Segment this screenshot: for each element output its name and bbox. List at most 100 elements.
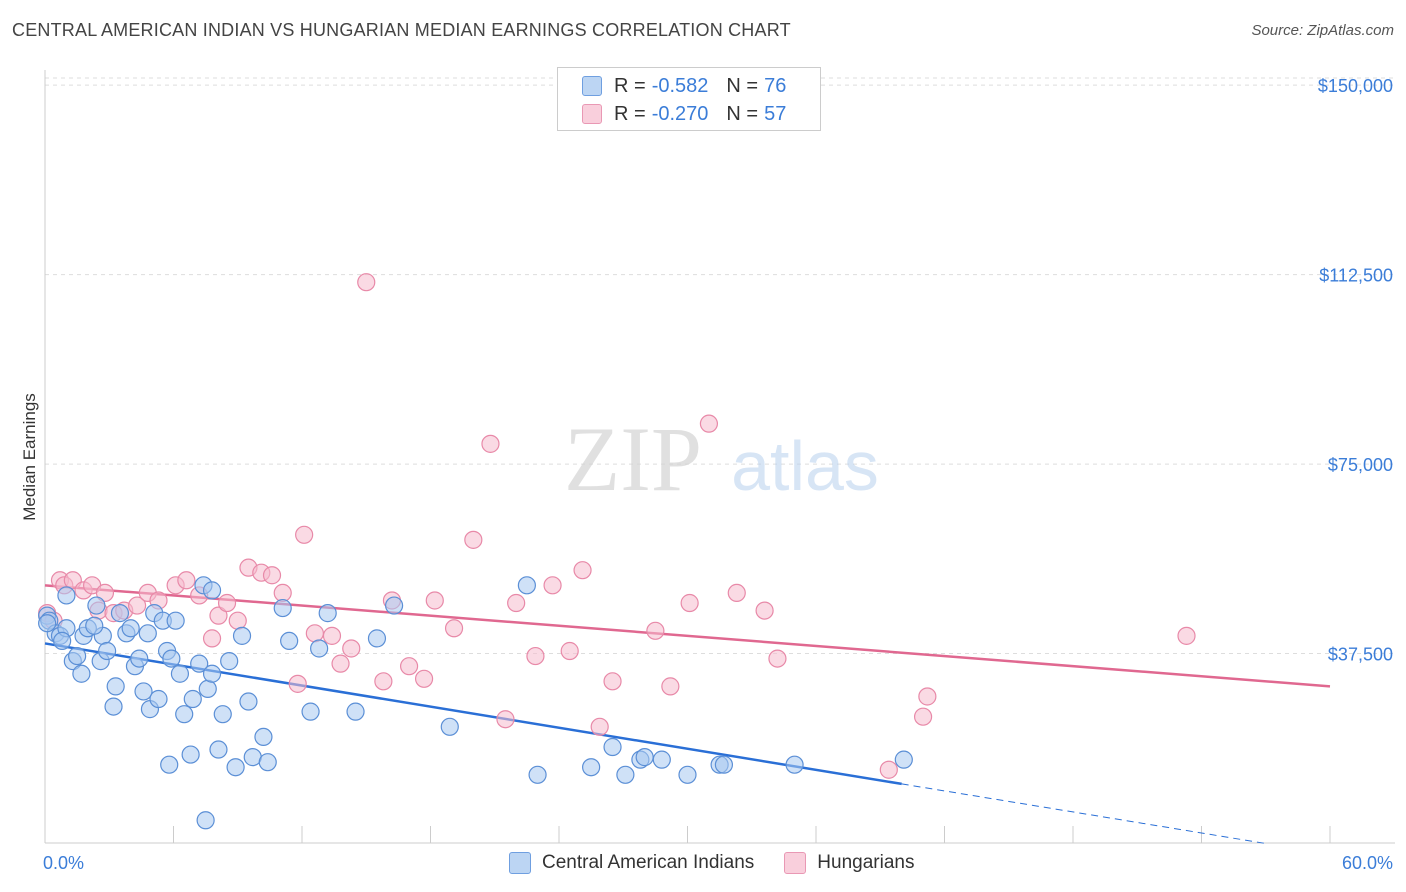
pink-point [481,434,500,453]
pink-point [543,576,562,595]
blue-trend-extension [901,783,1266,844]
blue-point [162,649,181,668]
blue-point [652,750,671,769]
pink-point [127,596,147,615]
watermark-atlas: atlas [731,427,879,505]
blue-swatch [509,852,531,874]
blue-point [181,745,200,764]
blue-point [110,604,130,623]
blue-point [213,705,232,724]
blue-point [517,576,536,595]
blue-point [220,652,239,671]
pink-point [444,619,464,638]
pink-point [464,530,483,549]
y-tick-labels: $37,500 $75,000 $112,500 $150,000 [1318,76,1393,664]
x-tick-label: 60.0% [1342,853,1393,873]
legend-label: Central American Indians [542,852,755,873]
blue-point [273,598,292,618]
blue-swatch [582,76,602,96]
blue-trend-line [44,642,902,786]
blue-point [384,596,404,615]
pink-point [879,760,898,779]
series-legend: Central American Indians Hungarians [509,852,944,874]
pink-point [496,710,515,729]
stats-legend: R = -0.582 N = 76 R = -0.270 N = 57 [557,67,821,131]
watermark-zip: ZIP [564,408,702,510]
legend-row-pink: R = -0.270 N = 57 [582,101,786,127]
data-points [38,273,1196,830]
blue-point [301,702,320,721]
pink-point [331,654,350,673]
r-value-pink: -0.270 [651,102,709,125]
blue-point [678,765,697,784]
axes [44,70,1395,844]
blue-point [603,737,622,757]
chart-title: CENTRAL AMERICAN INDIAN VS HUNGARIAN MED… [12,20,791,40]
y-axis-label: Median Earnings [20,393,39,521]
source-label: Source: ZipAtlas.com [1251,22,1394,39]
pink-point [342,639,361,658]
trend-lines [44,584,1331,844]
blue-point [170,664,190,683]
pink-point [374,672,393,691]
n-value-pink: 57 [764,102,787,125]
pink-point [209,606,228,625]
blue-point [149,689,168,709]
pink-point [228,611,247,630]
r-label: R = [614,74,646,97]
pink-point [699,414,719,433]
blue-point [68,646,87,666]
blue-point [190,654,209,673]
blue-point [714,755,734,774]
r-label: R = [614,102,646,125]
pink-point [755,601,774,620]
n-label: N = [726,74,759,97]
pink-trend-line [44,584,1331,688]
legend-item-central-american-indians[interactable]: Central American Indians [509,852,754,874]
pink-point [399,657,419,676]
blue-point [258,753,277,772]
pink-point [918,687,937,706]
legend-item-hungarians[interactable]: Hungarians [784,852,914,874]
blue-point [202,664,222,683]
legend-row-blue: R = -0.582 N = 76 [582,73,786,99]
blue-point [183,689,202,709]
blue-point [226,758,245,777]
pink-point [177,571,196,590]
pink-point [262,566,282,585]
pink-point [202,629,222,648]
pink-point [425,591,444,610]
pink-point [913,707,933,726]
x-tick-labels: 0.0% 60.0% [43,853,1393,873]
blue-point [53,631,72,651]
blue-point [85,616,104,635]
blue-point [104,697,123,716]
blue-point [134,682,153,701]
pink-swatch [582,104,602,124]
blue-point [254,727,273,747]
r-value-blue: -0.582 [651,74,709,97]
pink-point [646,621,665,640]
pink-point [1177,626,1196,645]
blue-point [98,641,117,661]
blue-point [635,748,654,767]
pink-point [295,525,314,544]
blue-point [232,626,252,645]
pink-point [357,273,376,292]
pink-point [560,641,579,661]
y-tick-label: $150,000 [1318,76,1393,96]
blue-point [310,639,329,658]
blue-point [318,604,337,623]
pink-point [573,561,592,580]
n-value-blue: 76 [764,74,787,97]
blue-point [198,679,217,699]
pink-point [603,672,622,691]
pink-point [590,717,609,736]
y-tick-label: $37,500 [1328,645,1393,665]
x-tick-label: 0.0% [43,853,84,873]
blue-point [239,692,258,711]
blue-point [57,586,76,605]
pink-point [526,646,545,666]
pink-point [322,626,342,645]
